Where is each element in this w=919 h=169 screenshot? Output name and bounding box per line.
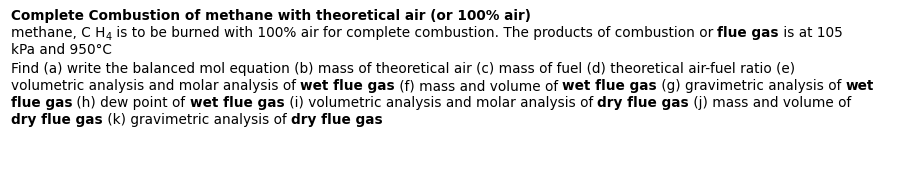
Text: dry flue gas: dry flue gas: [290, 113, 382, 127]
Text: (g) gravimetric analysis of: (g) gravimetric analysis of: [657, 79, 845, 93]
Text: Complete Combustion of methane with theoretical air (or 100% air): Complete Combustion of methane with theo…: [11, 9, 531, 23]
Text: volumetric analysis and molar analysis of: volumetric analysis and molar analysis o…: [11, 79, 301, 93]
Text: wet flue gas: wet flue gas: [301, 79, 395, 93]
Text: (i) volumetric analysis and molar analysis of: (i) volumetric analysis and molar analys…: [285, 96, 597, 110]
Text: (j) mass and volume of: (j) mass and volume of: [689, 96, 851, 110]
Text: methane, C H: methane, C H: [11, 26, 106, 40]
Text: wet flue gas: wet flue gas: [562, 79, 657, 93]
Text: (k) gravimetric analysis of: (k) gravimetric analysis of: [103, 113, 290, 127]
Text: dry flue gas: dry flue gas: [597, 96, 689, 110]
Text: is at 105: is at 105: [778, 26, 843, 40]
Text: kPa and 950°C: kPa and 950°C: [11, 43, 112, 57]
Text: flue gas: flue gas: [717, 26, 778, 40]
Text: dry flue gas: dry flue gas: [11, 113, 103, 127]
Text: (f) mass and volume of: (f) mass and volume of: [395, 79, 562, 93]
Text: wet flue gas: wet flue gas: [190, 96, 285, 110]
Text: 4: 4: [106, 32, 111, 42]
Text: Find (a) write the balanced mol equation (b) mass of theoretical air (c) mass of: Find (a) write the balanced mol equation…: [11, 62, 795, 76]
Text: (h) dew point of: (h) dew point of: [73, 96, 190, 110]
Text: flue gas: flue gas: [11, 96, 73, 110]
Text: is to be burned with 100% air for complete combustion. The products of combustio: is to be burned with 100% air for comple…: [111, 26, 717, 40]
Text: wet: wet: [845, 79, 874, 93]
